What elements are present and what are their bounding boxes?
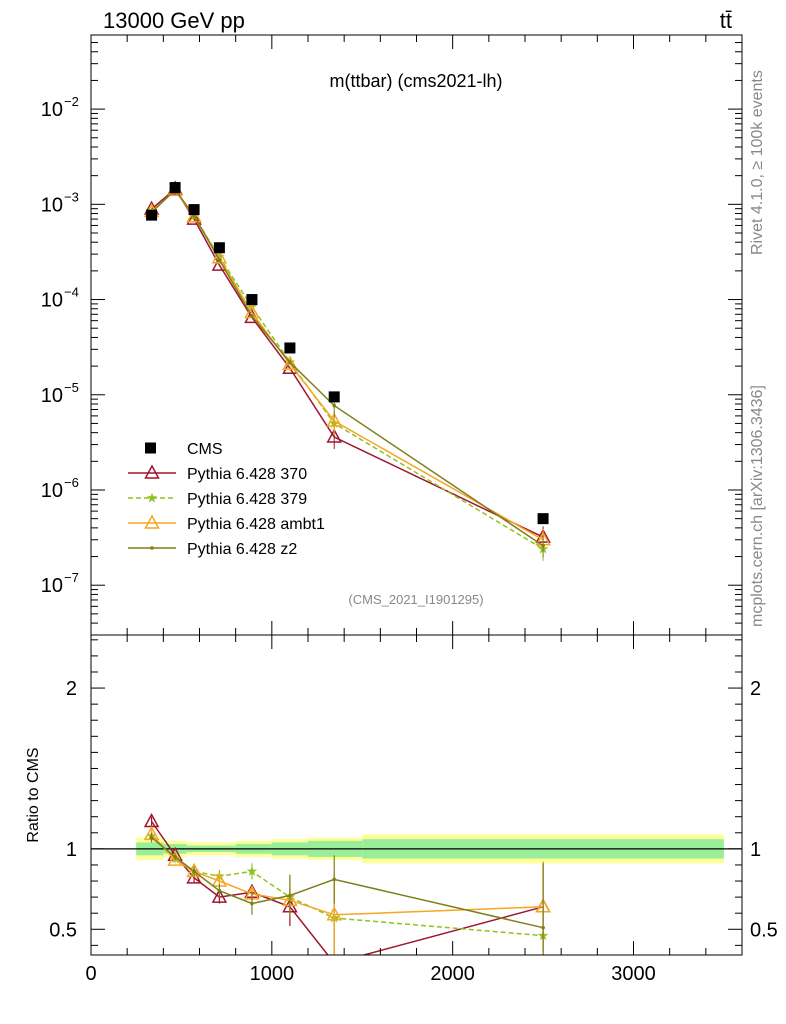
y-tick-label: 10: [41, 575, 63, 597]
ratio-marker: [173, 855, 177, 859]
x-tick-label: 3000: [611, 963, 656, 985]
rivet-label: Rivet 4.1.0, ≥ 100k events: [749, 70, 766, 255]
ratio-marker: [288, 893, 292, 898]
energy-label: 13000 GeV pp: [103, 8, 245, 33]
cms-data-point: [537, 513, 549, 525]
y-tick-label-exp: −4: [64, 285, 79, 300]
y-tick-label: 10: [41, 480, 63, 502]
ratio-marker: [149, 835, 154, 840]
ratio-y-tick-label-right: 1: [750, 839, 761, 861]
cms-data-point: [188, 204, 200, 216]
series-marker: [211, 249, 228, 264]
main-y-ticks: 10−710−610−510−410−310−2: [41, 34, 742, 636]
process-label: tt̄: [720, 8, 732, 33]
ratio-line: [151, 835, 544, 937]
main-panel: 10−710−610−510−410−310−2 m(ttbar) (cms20…: [41, 34, 743, 636]
series-marker: [186, 208, 202, 223]
series-marker: [326, 428, 342, 443]
ratio-marker: [332, 877, 337, 882]
legend-label: Pythia 6.428 z2: [187, 541, 297, 558]
ratio-marker: [186, 862, 202, 878]
y-tick-label-exp: −7: [64, 570, 79, 585]
cms-data-point: [169, 182, 181, 194]
ratio-line: [151, 833, 544, 916]
series-marker: [250, 314, 254, 318]
ratio-line: [151, 837, 544, 929]
main-x-ticks: [90, 35, 743, 635]
ratio-marker: [250, 901, 254, 906]
ratio-y-tick-label-left: 0.5: [49, 919, 77, 941]
main-series: [143, 180, 551, 561]
legend-swatch-cms: [145, 442, 156, 454]
ratio-y-tick-label-right: 0.5: [750, 919, 778, 941]
legend-label-cms: CMS: [187, 441, 223, 458]
ratio-marker: [246, 865, 258, 876]
cms-data-point: [146, 209, 158, 221]
legend-marker: [146, 492, 158, 503]
y-tick-label: 10: [41, 99, 63, 121]
series-marker: [186, 210, 202, 225]
ratio-marker: [211, 888, 228, 903]
cms-data-points: [146, 182, 549, 525]
ratio-y-label: Ratio to CMS: [25, 747, 42, 842]
series-marker: [541, 543, 545, 548]
ratio-y-ticks: 0.5 0.5 1 1 2 2: [49, 639, 778, 946]
ratio-marker: [217, 888, 222, 893]
ratio-frame: [90, 634, 743, 956]
series-marker: [326, 412, 342, 427]
y-tick-label: 10: [41, 385, 63, 407]
x-tick-label: 2000: [430, 963, 475, 985]
x-tick-label: 0: [85, 963, 96, 985]
mcplots-label: mcplots.cern.ch [arXiv:1306.3436]: [749, 385, 766, 627]
ratio-y-tick-label-right: 2: [750, 678, 761, 700]
ratio-marker: [192, 869, 196, 874]
cms-data-point: [328, 391, 340, 403]
series-line: [151, 188, 544, 547]
y-tick-label: 10: [41, 194, 63, 216]
y-tick-label-exp: −5: [64, 380, 79, 395]
series-marker: [282, 355, 298, 370]
y-tick-label: 10: [41, 290, 63, 312]
legend: CMS Pythia 6.428 370 Pythia 6.428 379 Pythi…: [128, 441, 325, 558]
legend-label: Pythia 6.428 ambt1: [187, 516, 325, 533]
ratio-panel: 0.5 0.5 1 1 2 2 0 1000 2000 3000 Ratio to CMS: [25, 634, 778, 985]
y-tick-label-exp: −6: [64, 475, 79, 490]
series-marker: [288, 360, 292, 364]
ratio-x-ticks: 0 1000 2000 3000: [85, 635, 743, 985]
legend-marker: [144, 464, 160, 479]
ratio-y-tick-label-left: 2: [66, 678, 77, 700]
ratio-marker: [541, 925, 545, 930]
y-tick-label-exp: −3: [64, 189, 79, 204]
legend-label: Pythia 6.428 379: [187, 491, 307, 508]
cms-data-point: [213, 242, 225, 254]
chart-title: m(ttbar) (cms2021-lh): [329, 71, 502, 91]
cms-data-point: [284, 342, 296, 354]
ratio-series-clipped: [143, 812, 551, 955]
x-tick-label: 1000: [250, 963, 295, 985]
ratio-series: [143, 812, 551, 955]
ratio-marker: [333, 954, 335, 955]
ratio-marker: [326, 906, 342, 921]
ratio-series-3: [149, 832, 545, 955]
legend-marker: [150, 546, 154, 550]
legend-label: Pythia 6.428 370: [187, 466, 307, 483]
cms-data-point: [246, 294, 258, 306]
ratio-y-tick-label-left: 1: [66, 839, 77, 861]
series-marker: [332, 403, 337, 408]
series-marker: [217, 258, 222, 262]
legend-marker: [144, 514, 160, 529]
chart-watermark: (CMS_2021_I1901295): [348, 592, 483, 607]
y-tick-label-exp: −2: [64, 94, 79, 109]
series-line: [151, 187, 544, 538]
